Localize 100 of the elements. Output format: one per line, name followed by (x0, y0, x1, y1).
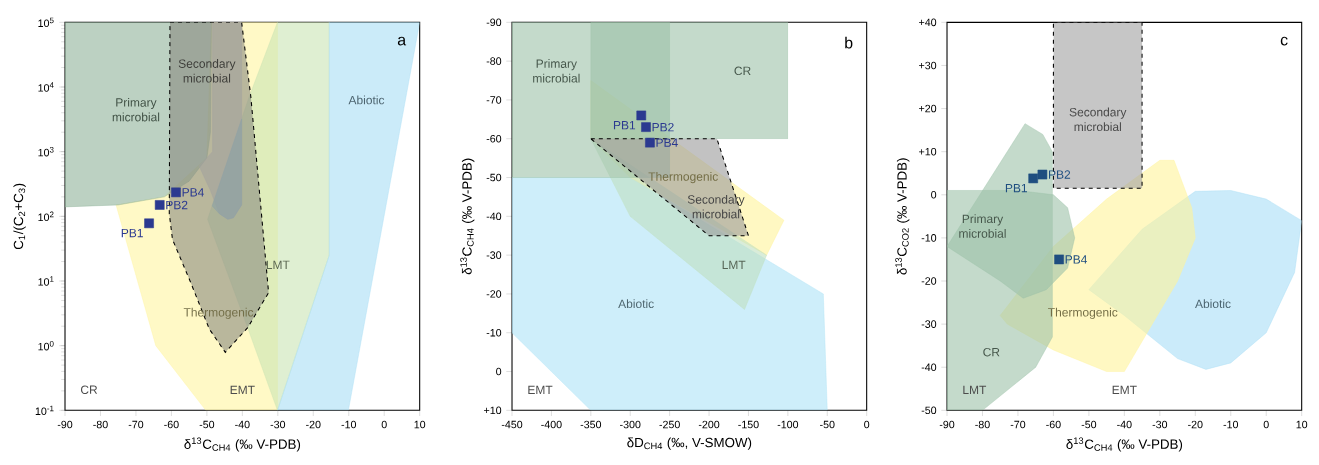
y-tick-label: 10$^{0}$ (38, 340, 54, 351)
x-tick-label: -20 (306, 420, 321, 429)
x-tick-label: 10 (414, 420, 426, 429)
y-tick-label: 10$^{4}$ (38, 82, 54, 92)
point (1054, 254, 1064, 265)
annotation: EMT (1112, 385, 1137, 394)
series-label: PB2 (166, 200, 188, 210)
y-tick-label: -90 (486, 18, 502, 27)
y-tick-label: +30 (919, 61, 937, 70)
y-tick-label: +40 (919, 18, 937, 27)
x-tick-label: -450 (501, 420, 523, 429)
y-tick-label: -20 (486, 290, 502, 298)
y-tick-label: 10$^{-1}$ (35, 405, 54, 416)
x-tick-label: -50 (199, 420, 215, 429)
series-label: Thermogenic (648, 171, 718, 184)
annotation: EMT (528, 385, 553, 394)
x-tick-label: -20 (1188, 420, 1203, 429)
y-tick-label: -80 (486, 57, 502, 65)
y-tick-label: 10$^{5}$ (38, 17, 54, 28)
y-tick-label: 10$^{3}$ (38, 146, 54, 157)
y-tick-label: 0 (496, 367, 502, 376)
x-tick-label: -70 (128, 420, 144, 429)
series-label: Abiotic (1195, 299, 1231, 309)
y-tick-label: -60 (486, 134, 502, 143)
series-label: Primary microbial (959, 214, 1006, 238)
point (1037, 169, 1048, 180)
y-tick-label: -30 (921, 320, 937, 328)
series-label: Secondary microbial (178, 59, 236, 83)
series-label: Primary microbial (533, 59, 580, 83)
y-axis-title: C$_{1}$/(C$_{2}$+C$_{3}$) (13, 183, 26, 250)
x-tick-label: -80 (975, 420, 990, 429)
annotation: b (845, 36, 853, 49)
x-tick-label: -70 (1010, 420, 1026, 429)
y-tick-label: 0 (931, 191, 937, 199)
series-label: CR (983, 347, 1000, 357)
series-label: PB2 (1049, 170, 1071, 179)
x-tick-label: -90 (57, 420, 73, 429)
point (636, 110, 647, 121)
series-label: PB4 (182, 188, 204, 197)
x-tick-label: -150 (738, 420, 759, 429)
annotation: EMT (230, 385, 255, 394)
x-tick-label: -50 (1081, 420, 1097, 429)
x-tick-label: -50 (820, 420, 835, 429)
series-label: PB4 (1065, 255, 1088, 264)
x-tick-label: -80 (93, 420, 108, 429)
series-label: Primary microbial (112, 97, 160, 122)
annotation: a (397, 36, 407, 46)
series-label: PB1 (121, 228, 143, 238)
x-tick-label: -10 (341, 420, 357, 429)
x-axis-title: δ$^{13}$C$_{CH4}$ (‰ V-PDB) (184, 437, 301, 452)
x-tick-label: -100 (777, 420, 799, 429)
y-tick-label: +10 (484, 406, 502, 415)
point (641, 122, 651, 132)
x-tick-label: -250 (659, 420, 680, 429)
y-tick-label: -10 (486, 328, 502, 337)
annotation: LMT (963, 385, 987, 394)
x-tick-label: -10 (1223, 420, 1239, 429)
annotation: c (1280, 36, 1288, 46)
x-tick-label: 0 (1263, 420, 1269, 429)
y-tick-label: -50 (921, 406, 937, 415)
x-tick-label: -40 (1117, 420, 1132, 429)
point (154, 200, 165, 210)
y-tick-label: -40 (921, 363, 937, 371)
x-tick-label: -400 (541, 420, 562, 429)
series-label: CR (734, 66, 751, 76)
x-tick-label: -350 (580, 420, 602, 429)
series-label: Secondary microbial (1069, 107, 1127, 132)
x-tick-label: -30 (270, 420, 286, 429)
series-label: Thermogenic (1048, 307, 1118, 319)
x-tick-label: -40 (235, 420, 250, 429)
y-tick-label: +10 (919, 147, 937, 156)
y-axis-title: δ$^{13}$C$_{CO2}$ (‰ V-PDB) (895, 158, 910, 275)
series-label: LMT (722, 260, 746, 269)
series-label: LMT (266, 260, 290, 269)
y-tick-label: -10 (921, 234, 937, 242)
y-tick-label: 10$^{2}$ (38, 211, 54, 222)
series-label: PB1 (1005, 184, 1028, 193)
y-tick-label: -70 (486, 96, 502, 104)
series-label: PB1 (613, 121, 636, 130)
x-axis-title: δ$^{13}$C$_{CH4}$ (‰ V-PDB) (1066, 437, 1183, 452)
x-tick-label: -200 (698, 420, 720, 429)
annotation: CR (80, 385, 98, 394)
point (171, 187, 181, 198)
x-tick-label: 10 (1296, 420, 1308, 429)
y-axis-title: δ$^{13}$C$_{CH4}$ (‰ V-PDB) (460, 158, 475, 275)
x-tick-label: 0 (381, 420, 387, 429)
series-label: Secondary microbial (687, 194, 745, 219)
x-tick-label: -90 (939, 420, 955, 429)
series-label: Abiotic (348, 95, 385, 105)
y-tick-label: -40 (486, 212, 502, 221)
point (1028, 173, 1038, 184)
point (645, 137, 655, 148)
y-tick-label: -20 (921, 277, 937, 285)
series-label: Abiotic (618, 299, 654, 309)
y-tick-label: +20 (919, 104, 937, 113)
x-tick-label: -60 (1046, 420, 1061, 429)
y-tick-label: -30 (486, 251, 502, 259)
y-tick-label: -50 (486, 173, 502, 182)
y-tick-label: 10$^{1}$ (38, 276, 54, 286)
x-tick-label: -30 (1152, 420, 1168, 429)
